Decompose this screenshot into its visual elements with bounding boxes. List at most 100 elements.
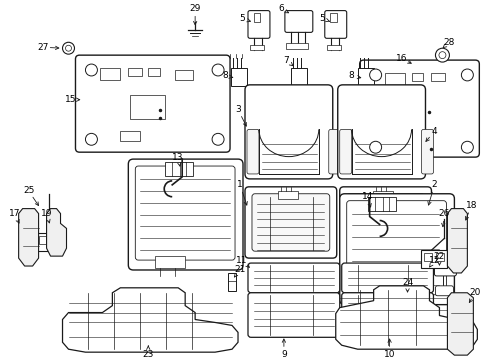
Polygon shape <box>47 208 67 256</box>
Text: 21: 21 <box>234 265 245 274</box>
Bar <box>50 236 58 244</box>
FancyBboxPatch shape <box>360 60 479 157</box>
Circle shape <box>85 64 98 76</box>
Bar <box>358 68 374 86</box>
Bar <box>437 253 444 261</box>
Bar <box>175 70 193 80</box>
Bar <box>250 45 264 50</box>
Bar <box>148 68 160 76</box>
Circle shape <box>436 48 449 62</box>
FancyBboxPatch shape <box>135 166 235 260</box>
FancyBboxPatch shape <box>421 129 434 174</box>
FancyBboxPatch shape <box>436 286 453 296</box>
Bar <box>130 95 165 118</box>
Text: 4: 4 <box>432 127 437 136</box>
Text: 1: 1 <box>237 180 243 189</box>
Bar <box>392 100 421 120</box>
Text: 14: 14 <box>362 192 373 201</box>
FancyBboxPatch shape <box>347 201 446 295</box>
FancyBboxPatch shape <box>247 129 259 174</box>
Text: 11: 11 <box>236 256 248 265</box>
FancyBboxPatch shape <box>325 10 347 38</box>
FancyBboxPatch shape <box>245 187 337 258</box>
Text: 17: 17 <box>9 209 21 218</box>
Text: 5: 5 <box>319 14 325 23</box>
Text: 27: 27 <box>37 43 48 52</box>
FancyBboxPatch shape <box>342 263 434 293</box>
FancyBboxPatch shape <box>342 293 434 337</box>
Text: 9: 9 <box>281 350 287 359</box>
Text: 2: 2 <box>432 180 437 189</box>
FancyBboxPatch shape <box>252 194 330 251</box>
FancyBboxPatch shape <box>248 293 340 337</box>
Text: 23: 23 <box>143 350 154 359</box>
Bar <box>286 43 308 49</box>
Bar <box>278 191 298 199</box>
Bar <box>421 250 447 268</box>
FancyBboxPatch shape <box>435 260 456 276</box>
Text: 15: 15 <box>65 95 76 104</box>
Bar <box>165 162 193 176</box>
Bar <box>100 68 121 80</box>
FancyBboxPatch shape <box>329 129 341 174</box>
Bar <box>408 139 425 147</box>
Bar <box>291 68 307 86</box>
FancyBboxPatch shape <box>338 85 425 179</box>
Text: 28: 28 <box>444 38 455 47</box>
Bar <box>121 131 140 141</box>
Bar <box>327 45 341 50</box>
Circle shape <box>212 64 224 76</box>
FancyBboxPatch shape <box>285 10 313 32</box>
Polygon shape <box>19 208 39 266</box>
FancyBboxPatch shape <box>340 194 454 305</box>
Text: 29: 29 <box>190 4 201 13</box>
Text: 10: 10 <box>384 350 395 359</box>
Circle shape <box>439 52 446 59</box>
Bar <box>424 253 433 261</box>
Circle shape <box>85 133 98 145</box>
Bar <box>412 73 423 81</box>
Circle shape <box>462 141 473 153</box>
Text: 5: 5 <box>239 14 245 23</box>
Bar <box>254 13 260 22</box>
Bar <box>385 73 405 85</box>
Text: 16: 16 <box>396 54 407 63</box>
Polygon shape <box>336 286 477 349</box>
Text: 22: 22 <box>434 252 445 261</box>
Text: 13: 13 <box>172 153 184 162</box>
Text: 24: 24 <box>402 278 413 287</box>
Text: 7: 7 <box>283 55 289 64</box>
FancyBboxPatch shape <box>75 55 230 152</box>
FancyBboxPatch shape <box>248 10 270 38</box>
Bar <box>39 236 47 244</box>
FancyBboxPatch shape <box>340 129 352 174</box>
Circle shape <box>66 45 72 51</box>
Bar <box>36 233 62 251</box>
FancyBboxPatch shape <box>245 85 333 179</box>
Text: 20: 20 <box>469 288 481 297</box>
Circle shape <box>369 141 382 153</box>
Circle shape <box>369 69 382 81</box>
FancyBboxPatch shape <box>128 159 243 270</box>
Text: 18: 18 <box>466 201 477 210</box>
Polygon shape <box>447 208 467 273</box>
Bar <box>155 256 185 268</box>
FancyBboxPatch shape <box>248 263 340 293</box>
Circle shape <box>63 42 74 54</box>
Bar <box>128 68 142 76</box>
Circle shape <box>462 69 473 81</box>
Circle shape <box>212 133 224 145</box>
Bar <box>330 13 337 22</box>
Bar <box>231 68 247 86</box>
Text: 25: 25 <box>23 186 34 195</box>
Text: 6: 6 <box>278 4 284 13</box>
Bar <box>432 73 445 81</box>
FancyBboxPatch shape <box>347 194 424 251</box>
Text: 26: 26 <box>439 209 450 218</box>
Bar <box>368 197 395 211</box>
Text: 8: 8 <box>222 71 228 80</box>
Bar <box>372 191 392 199</box>
Polygon shape <box>447 293 473 355</box>
Text: 19: 19 <box>41 209 52 218</box>
Text: 8: 8 <box>349 71 355 80</box>
